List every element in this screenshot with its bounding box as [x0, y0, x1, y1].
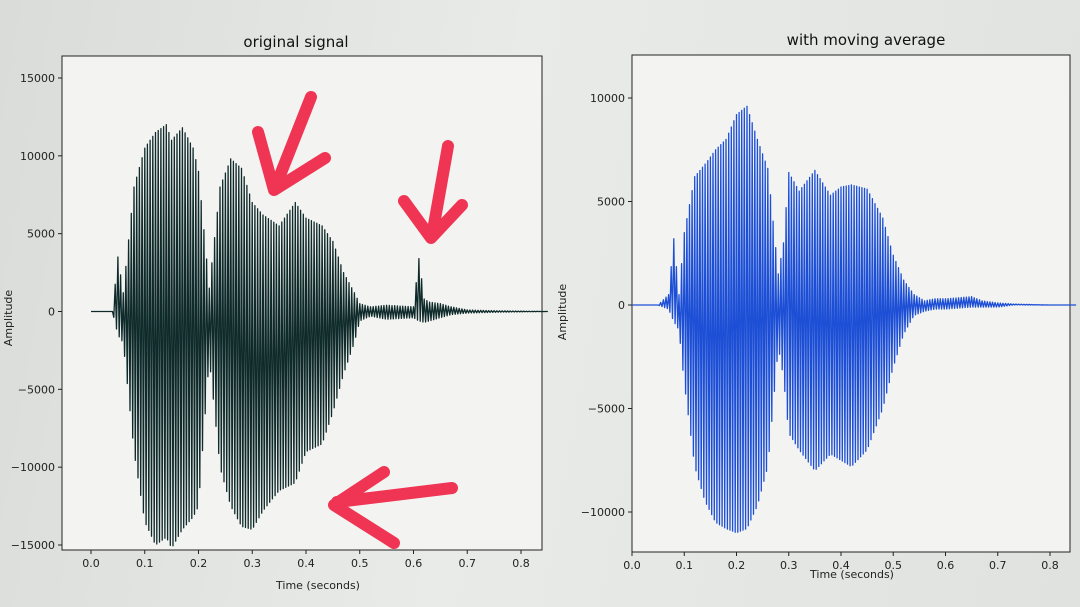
x-tick-label-moving-average: 0.5: [885, 559, 903, 572]
x-tick-label-original: 0.3: [244, 557, 262, 570]
x-tick-label-original: 0.6: [405, 557, 423, 570]
y-tick-label-original: −10000: [11, 461, 55, 474]
x-tick-label-moving-average: 0.6: [937, 559, 955, 572]
y-tick-label-original: −15000: [11, 539, 55, 552]
y-axis-label-moving-average: Amplitude: [556, 284, 569, 341]
x-tick-label-moving-average: 0.0: [623, 559, 641, 572]
x-tick-label-original: 0.4: [297, 557, 315, 570]
x-axis-label-original: Time (seconds): [275, 579, 360, 592]
annotation-arrow-3: [328, 466, 458, 549]
x-tick-label-original: 0.8: [512, 557, 530, 570]
y-tick-label-moving-average: 10000: [590, 92, 625, 105]
original-signal-chart: original signal Time (seconds) Amplitude…: [2, 33, 548, 592]
chart-title-moving-average: with moving average: [787, 31, 946, 49]
x-tick-label-moving-average: 0.4: [832, 559, 850, 572]
annotation-arrow-1: [252, 91, 331, 196]
waveform-series-moving-average: [632, 105, 1077, 533]
x-tick-label-moving-average: 0.2: [728, 559, 746, 572]
waveform-series-original: [91, 124, 548, 547]
y-tick-label-original: 10000: [20, 150, 55, 163]
y-tick-label-moving-average: −10000: [581, 506, 625, 519]
x-axis-label-moving-average: Time (seconds): [809, 568, 894, 581]
annotation-arrows: [252, 91, 468, 549]
y-tick-label-original: −5000: [18, 383, 55, 396]
x-tick-label-moving-average: 0.8: [1041, 559, 1059, 572]
x-tick-label-original: 0.0: [82, 557, 100, 570]
y-axis-label-original: Amplitude: [2, 290, 15, 347]
x-tick-label-original: 0.2: [190, 557, 208, 570]
x-tick-label-original: 0.1: [136, 557, 154, 570]
chart-title-original: original signal: [243, 33, 348, 51]
x-tick-label-original: 0.7: [459, 557, 477, 570]
annotation-arrow-2: [398, 140, 468, 244]
x-tick-label-moving-average: 0.7: [989, 559, 1007, 572]
y-tick-label-original: 0: [48, 306, 55, 319]
y-tick-label-moving-average: 0: [618, 299, 625, 312]
y-tick-label-original: 15000: [20, 72, 55, 85]
y-tick-label-original: 5000: [27, 228, 55, 241]
x-tick-label-moving-average: 0.1: [676, 559, 694, 572]
y-tick-label-moving-average: 5000: [597, 196, 625, 209]
moving-average-chart: with moving average Time (seconds) Ampli…: [556, 31, 1077, 581]
y-tick-label-moving-average: −5000: [588, 403, 625, 416]
x-tick-label-original: 0.5: [351, 557, 369, 570]
x-tick-label-moving-average: 0.3: [780, 559, 798, 572]
